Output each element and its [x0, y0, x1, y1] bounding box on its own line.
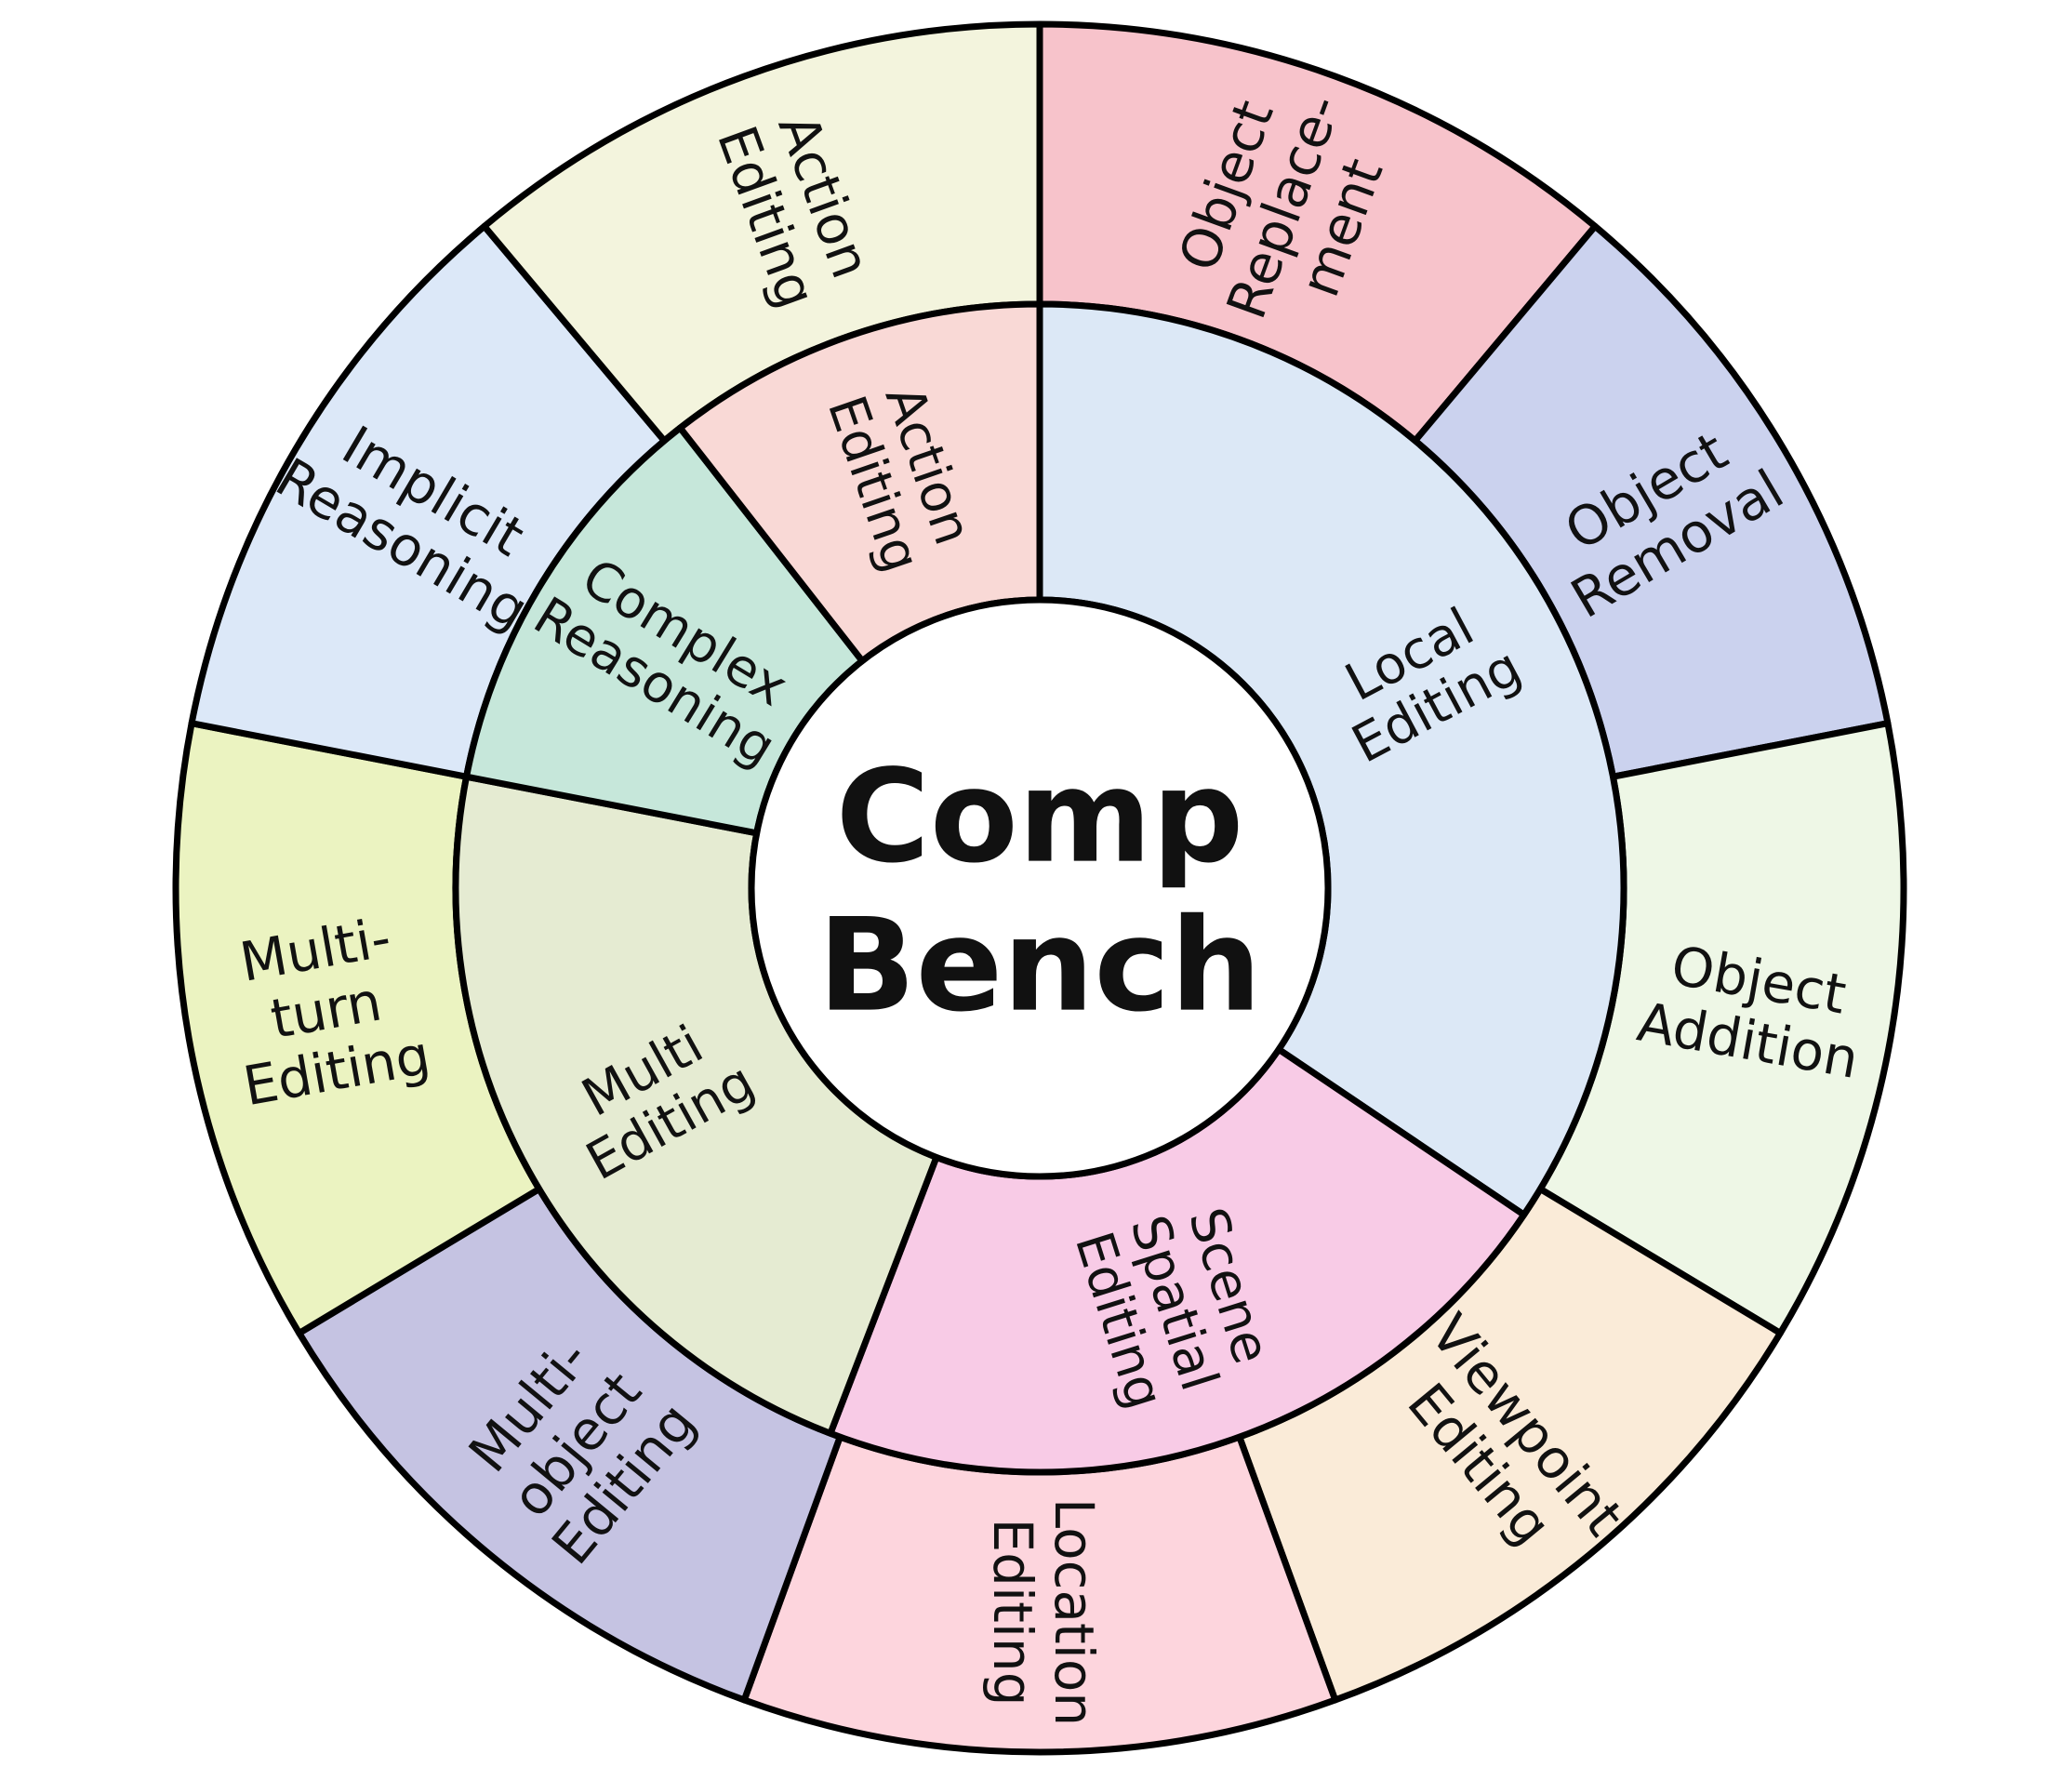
- inner-segment-local-editing: LocalEditing: [1036, 300, 1627, 1218]
- outer-segment-object-replace-ment: ObjectReplace-ment: [1036, 20, 1599, 445]
- inner-segment-complex-reasoning: ComplexReasoning: [463, 424, 866, 837]
- center-circle: [748, 596, 1332, 1180]
- outer-segment-label: LocationEditing: [981, 1498, 1106, 1726]
- outer-segment-viewpoint-editing: ViewpointEditing: [1236, 1185, 1784, 1704]
- outer-segment-label-line: Editing: [981, 1518, 1044, 1706]
- center-hub: Comp Bench: [748, 596, 1332, 1180]
- outer-segment-object-addition: ObjectAddition: [1536, 720, 1907, 1336]
- inner-ring: LocalEditingSceneSpatialEditingMultiEdit…: [452, 300, 1627, 1476]
- outer-segment-multi-turn-editing: Multi-turnEditing: [172, 720, 543, 1336]
- outer-segment-implicit-reasoning: ImplicitReasoning: [188, 222, 668, 780]
- outer-segment-location-editing: LocationEditing: [740, 1433, 1339, 1756]
- inner-segment-action-editing: ActionEditing: [676, 300, 1043, 665]
- center-title-line-2: Bench: [817, 891, 1261, 1041]
- center-title-line-1: Comp: [836, 742, 1244, 892]
- outer-segment-label-line: Location: [1043, 1498, 1106, 1726]
- outer-ring: ObjectReplace-mentObjectRemovalObjectAdd…: [172, 20, 1907, 1756]
